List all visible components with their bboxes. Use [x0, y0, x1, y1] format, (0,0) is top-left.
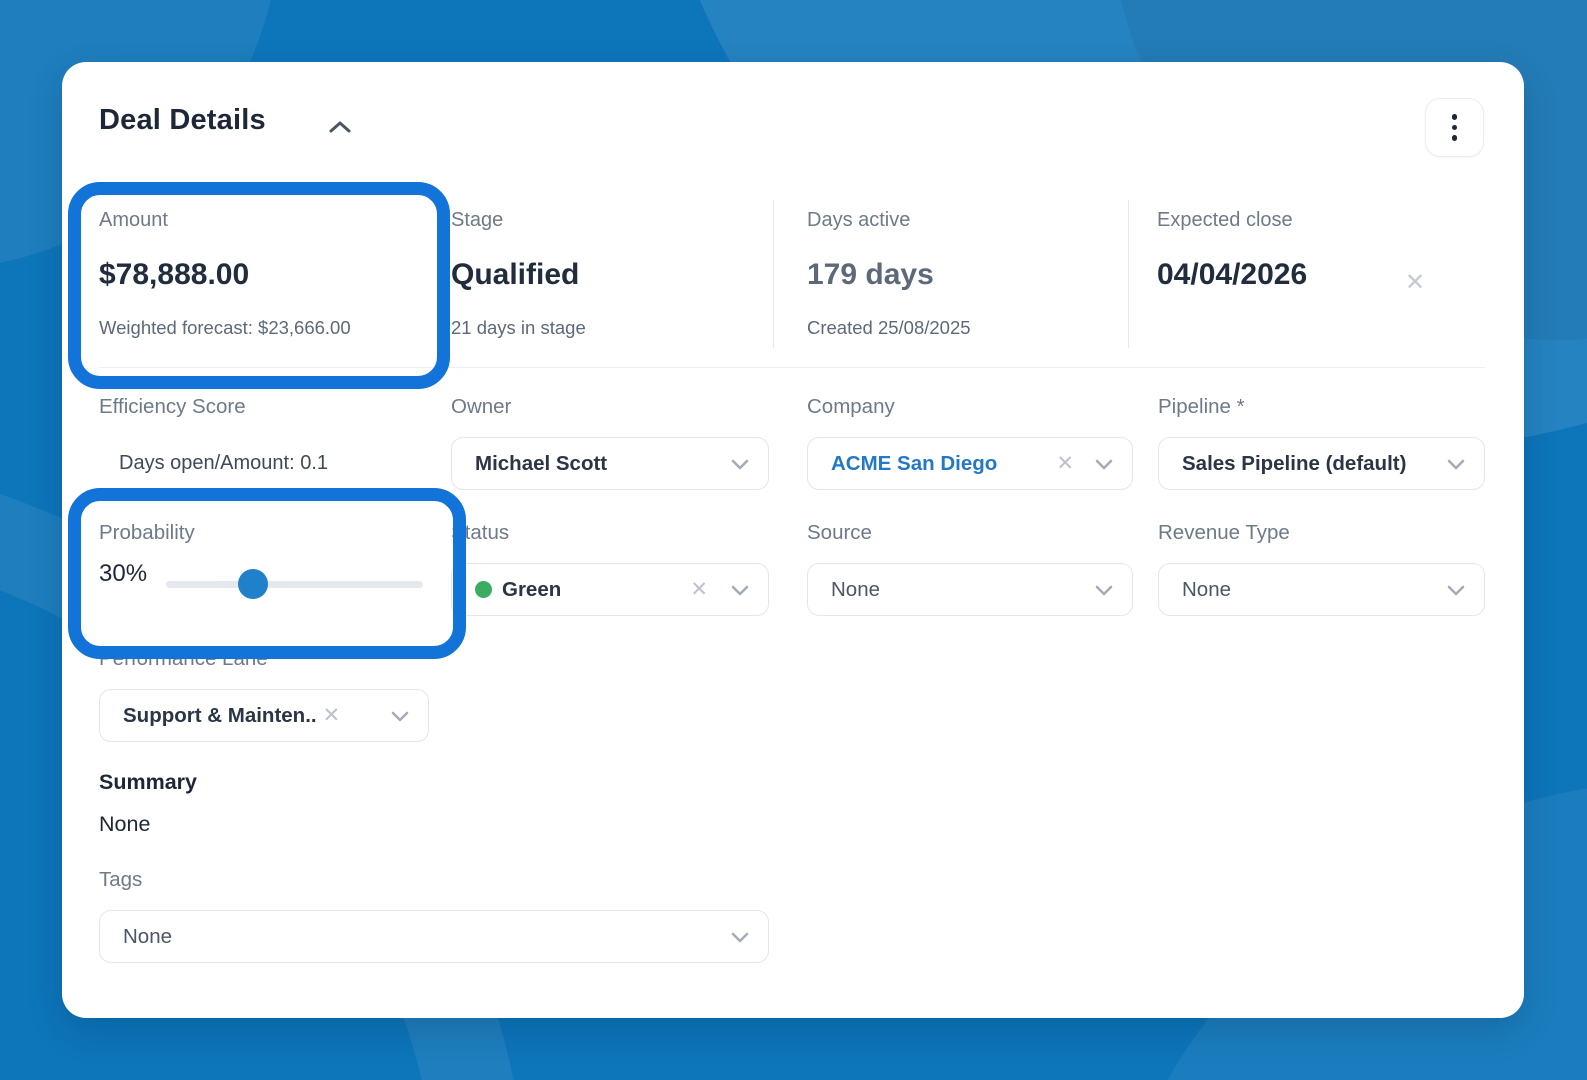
- amount-label: Amount: [99, 209, 168, 231]
- chevron-down-icon: [1094, 458, 1114, 470]
- source-value: None: [831, 577, 881, 601]
- pipeline-label: Pipeline *: [1158, 395, 1245, 418]
- clear-expected-close-icon[interactable]: ✕: [1405, 269, 1426, 296]
- chevron-down-icon: [730, 458, 750, 470]
- source-select[interactable]: None: [807, 563, 1133, 616]
- weighted-forecast-text: Weighted forecast: $23,666.00: [99, 317, 351, 338]
- company-value[interactable]: ACME San Diego: [831, 451, 998, 475]
- tags-value: None: [123, 924, 173, 948]
- column-divider: [773, 200, 774, 348]
- status-select[interactable]: Green ✕: [451, 563, 769, 616]
- tags-select[interactable]: None: [99, 910, 769, 963]
- created-date-text: Created 25/08/2025: [807, 317, 971, 338]
- page-title: Deal Details: [99, 104, 266, 136]
- probability-value: 30%: [99, 560, 148, 587]
- pipeline-value: Sales Pipeline (default): [1182, 451, 1407, 475]
- status-label: Status: [451, 521, 510, 544]
- chevron-down-icon: [730, 584, 750, 596]
- slider-thumb[interactable]: [238, 569, 268, 599]
- owner-select[interactable]: Michael Scott: [451, 437, 769, 490]
- stage-value[interactable]: Qualified: [451, 258, 580, 291]
- clear-company-icon[interactable]: ✕: [1056, 452, 1074, 475]
- more-options-button[interactable]: [1425, 98, 1484, 157]
- collapse-section-button[interactable]: [322, 112, 358, 142]
- column-divider: [1128, 200, 1129, 348]
- stage-label: Stage: [451, 209, 504, 231]
- days-active-value: 179 days: [807, 258, 934, 291]
- chevron-down-icon: [730, 931, 750, 943]
- expected-close-value[interactable]: 04/04/2026: [1157, 258, 1308, 291]
- days-active-label: Days active: [807, 209, 911, 231]
- deal-details-card: Deal Details Amount $78,888.00 Weighted …: [62, 62, 1524, 1018]
- company-select[interactable]: ACME San Diego ✕: [807, 437, 1133, 490]
- revenue-type-select[interactable]: None: [1158, 563, 1485, 616]
- revenue-type-value: None: [1182, 577, 1232, 601]
- clear-status-icon[interactable]: ✕: [690, 578, 708, 601]
- chevron-down-icon: [1094, 584, 1114, 596]
- company-label: Company: [807, 395, 895, 418]
- probability-label: Probability: [99, 521, 195, 544]
- clear-performance-lane-icon[interactable]: ✕: [322, 704, 341, 727]
- slider-track[interactable]: [166, 581, 423, 588]
- summary-value: None: [99, 812, 151, 836]
- source-label: Source: [807, 521, 872, 544]
- section-divider: [99, 367, 1485, 368]
- chevron-down-icon: [390, 710, 410, 722]
- probability-slider[interactable]: [166, 569, 423, 599]
- performance-lane-label: Performance Lane: [99, 647, 268, 670]
- amount-value[interactable]: $78,888.00: [99, 258, 250, 291]
- days-in-stage-text: 21 days in stage: [451, 317, 586, 338]
- owner-value: Michael Scott: [475, 451, 608, 475]
- status-green-dot-icon: [475, 581, 492, 598]
- kebab-menu-icon: [1451, 114, 1458, 120]
- performance-lane-value: Support & Mainten..: [123, 703, 317, 727]
- efficiency-score-value: Days open/Amount: 0.1: [119, 452, 329, 474]
- efficiency-score-label: Efficiency Score: [99, 395, 246, 418]
- owner-label: Owner: [451, 395, 512, 418]
- summary-label: Summary: [99, 770, 197, 794]
- chevron-down-icon: [1446, 458, 1466, 470]
- expected-close-label: Expected close: [1157, 209, 1293, 231]
- chevron-up-icon: [328, 120, 352, 134]
- status-value: Green: [502, 577, 562, 601]
- chevron-down-icon: [1446, 584, 1466, 596]
- revenue-type-label: Revenue Type: [1158, 521, 1290, 544]
- performance-lane-select[interactable]: Support & Mainten.. ✕: [99, 689, 429, 742]
- pipeline-select[interactable]: Sales Pipeline (default): [1158, 437, 1485, 490]
- tags-label: Tags: [99, 868, 143, 891]
